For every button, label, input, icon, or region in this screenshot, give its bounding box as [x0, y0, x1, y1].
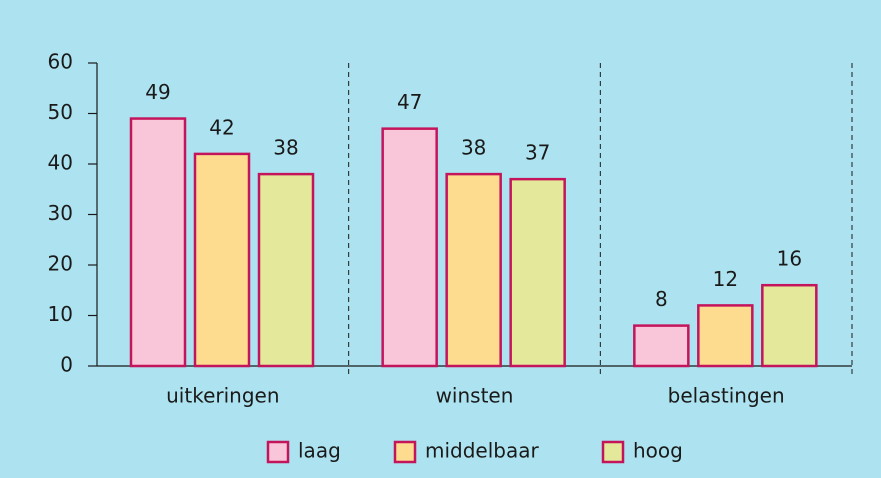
- y-tick-label: 30: [48, 201, 73, 225]
- bar: [381, 127, 438, 368]
- x-tick-label: winsten: [436, 384, 514, 408]
- legend-swatch: [266, 440, 290, 464]
- value-label: 49: [145, 80, 170, 104]
- bar: [445, 172, 502, 368]
- bar: [697, 304, 754, 368]
- bar: [257, 172, 315, 368]
- x-tick-label: belastingen: [668, 384, 785, 408]
- legend-swatch: [393, 440, 417, 464]
- bar: [509, 177, 566, 368]
- y-tick-label: 10: [48, 302, 73, 326]
- value-label: 38: [461, 136, 486, 160]
- y-tick-label: 40: [48, 151, 73, 175]
- legend-label: middelbaar: [425, 439, 539, 463]
- value-label: 37: [525, 141, 550, 165]
- y-tick-label: 50: [48, 100, 73, 124]
- legend-label: laag: [298, 439, 341, 463]
- y-tick-label: 20: [48, 252, 73, 276]
- y-tick-label: 60: [48, 50, 73, 74]
- bar: [761, 283, 818, 368]
- value-label: 8: [655, 287, 668, 311]
- value-label: 42: [209, 115, 234, 139]
- value-label: 47: [397, 90, 422, 114]
- bar: [193, 152, 251, 368]
- value-label: 38: [273, 136, 298, 160]
- legend-label: hoog: [633, 439, 683, 463]
- value-label: 12: [713, 267, 738, 291]
- legend-swatch: [601, 440, 625, 464]
- bar: [129, 117, 187, 368]
- y-tick-label: 0: [60, 353, 73, 377]
- bar: [633, 324, 690, 368]
- x-tick-label: uitkeringen: [166, 384, 279, 408]
- value-label: 16: [777, 247, 802, 271]
